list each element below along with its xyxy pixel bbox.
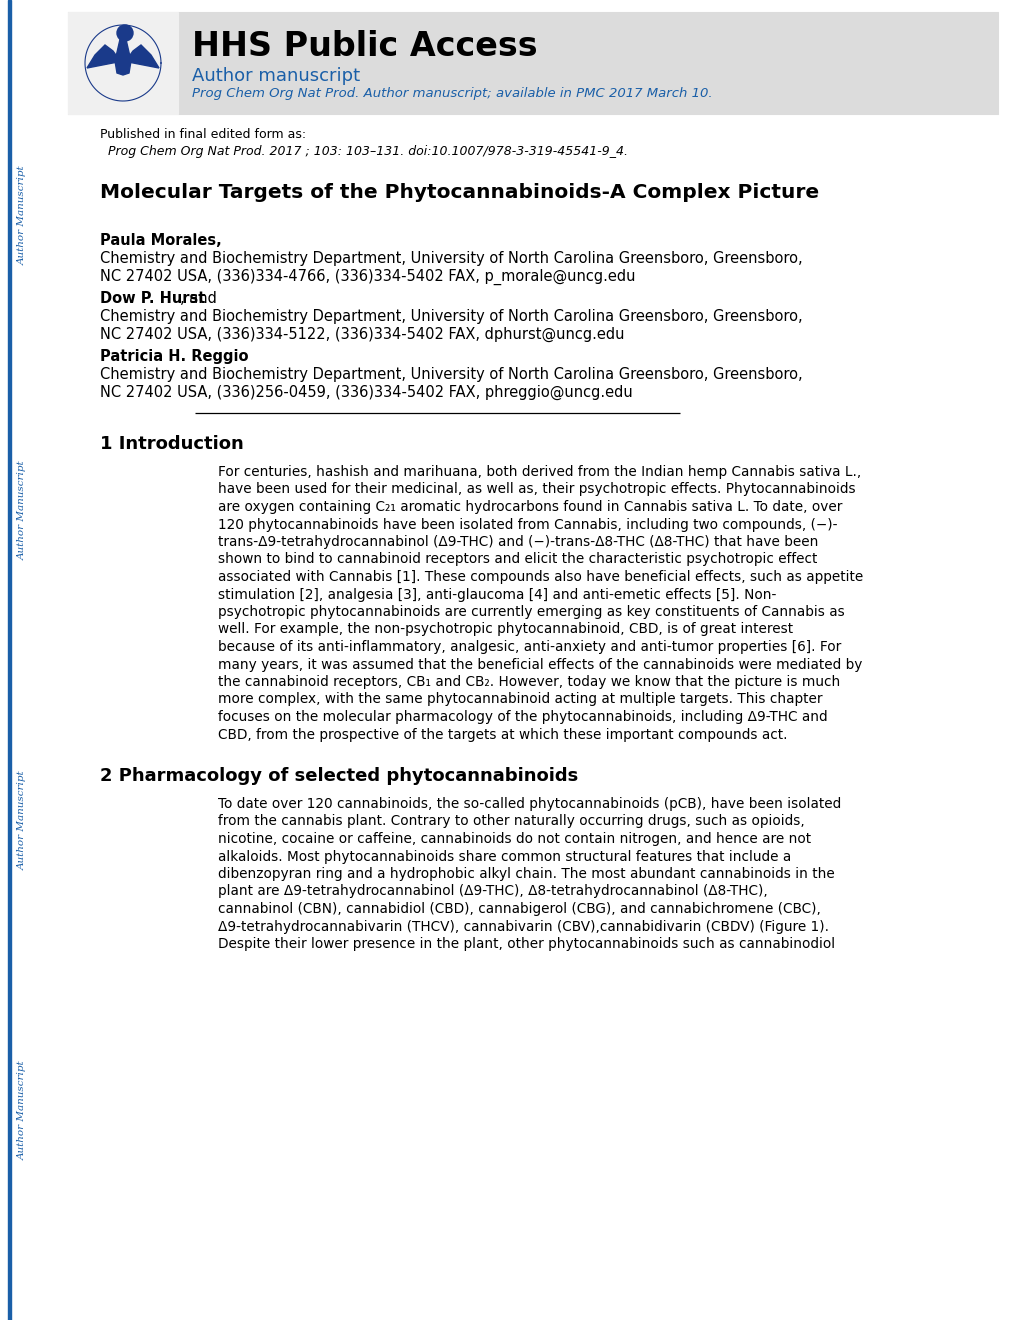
Text: Prog Chem Org Nat Prod. 2017 ; 103: 103–131. doi:10.1007/978-3-319-45541-9_4.: Prog Chem Org Nat Prod. 2017 ; 103: 103–… (108, 145, 628, 158)
Text: more complex, with the same phytocannabinoid acting at multiple targets. This ch: more complex, with the same phytocannabi… (218, 693, 821, 706)
Bar (8, 0, 11, 1320)
Text: Despite their lower presence in the plant, other phytocannabinoids such as canna: Despite their lower presence in the plan… (218, 937, 835, 950)
Bar (68, 12, 178, 114)
Text: plant are Δ9-tetrahydrocannabinol (Δ9-THC), Δ8-tetrahydrocannabinol (Δ8-THC),: plant are Δ9-tetrahydrocannabinol (Δ9-TH… (218, 884, 767, 899)
Text: associated with Cannabis [1]. These compounds also have beneficial effects, such: associated with Cannabis [1]. These comp… (218, 570, 862, 583)
Text: Author Manuscript: Author Manuscript (17, 461, 26, 560)
Text: Author Manuscript: Author Manuscript (17, 770, 26, 870)
Circle shape (117, 25, 132, 41)
Text: NC 27402 USA, (336)256-0459, (336)334-5402 FAX, phreggio@uncg.edu: NC 27402 USA, (336)256-0459, (336)334-54… (100, 385, 632, 400)
Text: because of its anti-inflammatory, analgesic, anti-anxiety and anti-tumor propert: because of its anti-inflammatory, analge… (218, 640, 841, 653)
Text: CBD, from the prospective of the targets at which these important compounds act.: CBD, from the prospective of the targets… (218, 727, 787, 742)
Text: many years, it was assumed that the beneficial effects of the cannabinoids were : many years, it was assumed that the bene… (218, 657, 861, 672)
Text: Paula Morales,: Paula Morales, (100, 234, 221, 248)
Text: Chemistry and Biochemistry Department, University of North Carolina Greensboro, : Chemistry and Biochemistry Department, U… (100, 309, 802, 323)
Text: 2 Pharmacology of selected phytocannabinoids: 2 Pharmacology of selected phytocannabin… (100, 767, 578, 785)
Text: Dow P. Hurst: Dow P. Hurst (100, 290, 205, 306)
Text: Chemistry and Biochemistry Department, University of North Carolina Greensboro, : Chemistry and Biochemistry Department, U… (100, 367, 802, 381)
Text: trans-Δ9-tetrahydrocannabinol (Δ9-THC) and (−)-trans-Δ8-THC (Δ8-THC) that have b: trans-Δ9-tetrahydrocannabinol (Δ9-THC) a… (218, 535, 817, 549)
Text: from the cannabis plant. Contrary to other naturally occurring drugs, such as op: from the cannabis plant. Contrary to oth… (218, 814, 804, 829)
Text: Patricia H. Reggio: Patricia H. Reggio (100, 348, 249, 364)
Polygon shape (115, 36, 130, 75)
Text: Chemistry and Biochemistry Department, University of North Carolina Greensboro, : Chemistry and Biochemistry Department, U… (100, 251, 802, 267)
Text: shown to bind to cannabinoid receptors and elicit the characteristic psychotropi: shown to bind to cannabinoid receptors a… (218, 553, 816, 566)
Text: have been used for their medicinal, as well as, their psychotropic effects. Phyt: have been used for their medicinal, as w… (218, 483, 855, 496)
Text: are oxygen containing C₂₁ aromatic hydrocarbons found in Cannabis sativa L. To d: are oxygen containing C₂₁ aromatic hydro… (218, 500, 842, 513)
Text: NC 27402 USA, (336)334-4766, (336)334-5402 FAX, p_morale@uncg.edu: NC 27402 USA, (336)334-4766, (336)334-54… (100, 269, 635, 285)
Text: , and: , and (180, 290, 217, 306)
Text: Author Manuscript: Author Manuscript (17, 165, 26, 265)
Text: Δ9-tetrahydrocannabivarin (THCV), cannabivarin (CBV),cannabidivarin (CBDV) (Figu: Δ9-tetrahydrocannabivarin (THCV), cannab… (218, 920, 828, 933)
Polygon shape (123, 45, 159, 69)
Text: psychotropic phytocannabinoids are currently emerging as key constituents of Can: psychotropic phytocannabinoids are curre… (218, 605, 844, 619)
Text: Author manuscript: Author manuscript (192, 67, 360, 84)
Text: Author Manuscript: Author Manuscript (17, 1060, 26, 1160)
Text: 120 phytocannabinoids have been isolated from Cannabis, including two compounds,: 120 phytocannabinoids have been isolated… (218, 517, 837, 532)
Text: cannabinol (CBN), cannabidiol (CBD), cannabigerol (CBG), and cannabichromene (CB: cannabinol (CBN), cannabidiol (CBD), can… (218, 902, 820, 916)
Text: stimulation [2], analgesia [3], anti-glaucoma [4] and anti-emetic effects [5]. N: stimulation [2], analgesia [3], anti-gla… (218, 587, 775, 602)
Text: To date over 120 cannabinoids, the so-called phytocannabinoids (pCB), have been : To date over 120 cannabinoids, the so-ca… (218, 797, 841, 810)
Text: HHS Public Access: HHS Public Access (192, 30, 537, 63)
Text: 1 Introduction: 1 Introduction (100, 436, 244, 453)
Text: nicotine, cocaine or caffeine, cannabinoids do not contain nitrogen, and hence a: nicotine, cocaine or caffeine, cannabino… (218, 832, 810, 846)
Text: Published in final edited form as:: Published in final edited form as: (100, 128, 306, 141)
Bar (68, 12, 997, 114)
Text: alkaloids. Most phytocannabinoids share common structural features that include : alkaloids. Most phytocannabinoids share … (218, 850, 791, 863)
Text: focuses on the molecular pharmacology of the phytocannabinoids, including Δ9-THC: focuses on the molecular pharmacology of… (218, 710, 826, 723)
Text: Molecular Targets of the Phytocannabinoids-A Complex Picture: Molecular Targets of the Phytocannabinoi… (100, 183, 818, 202)
Text: NC 27402 USA, (336)334-5122, (336)334-5402 FAX, dphurst@uncg.edu: NC 27402 USA, (336)334-5122, (336)334-54… (100, 327, 624, 342)
Text: well. For example, the non-psychotropic phytocannabinoid, CBD, is of great inter: well. For example, the non-psychotropic … (218, 623, 793, 636)
Text: the cannabinoid receptors, CB₁ and CB₂. However, today we know that the picture : the cannabinoid receptors, CB₁ and CB₂. … (218, 675, 840, 689)
Text: For centuries, hashish and marihuana, both derived from the Indian hemp Cannabis: For centuries, hashish and marihuana, bo… (218, 465, 860, 479)
Polygon shape (87, 45, 123, 69)
Text: dibenzopyran ring and a hydrophobic alkyl chain. The most abundant cannabinoids : dibenzopyran ring and a hydrophobic alky… (218, 867, 834, 880)
Text: Prog Chem Org Nat Prod. Author manuscript; available in PMC 2017 March 10.: Prog Chem Org Nat Prod. Author manuscrip… (192, 87, 712, 100)
